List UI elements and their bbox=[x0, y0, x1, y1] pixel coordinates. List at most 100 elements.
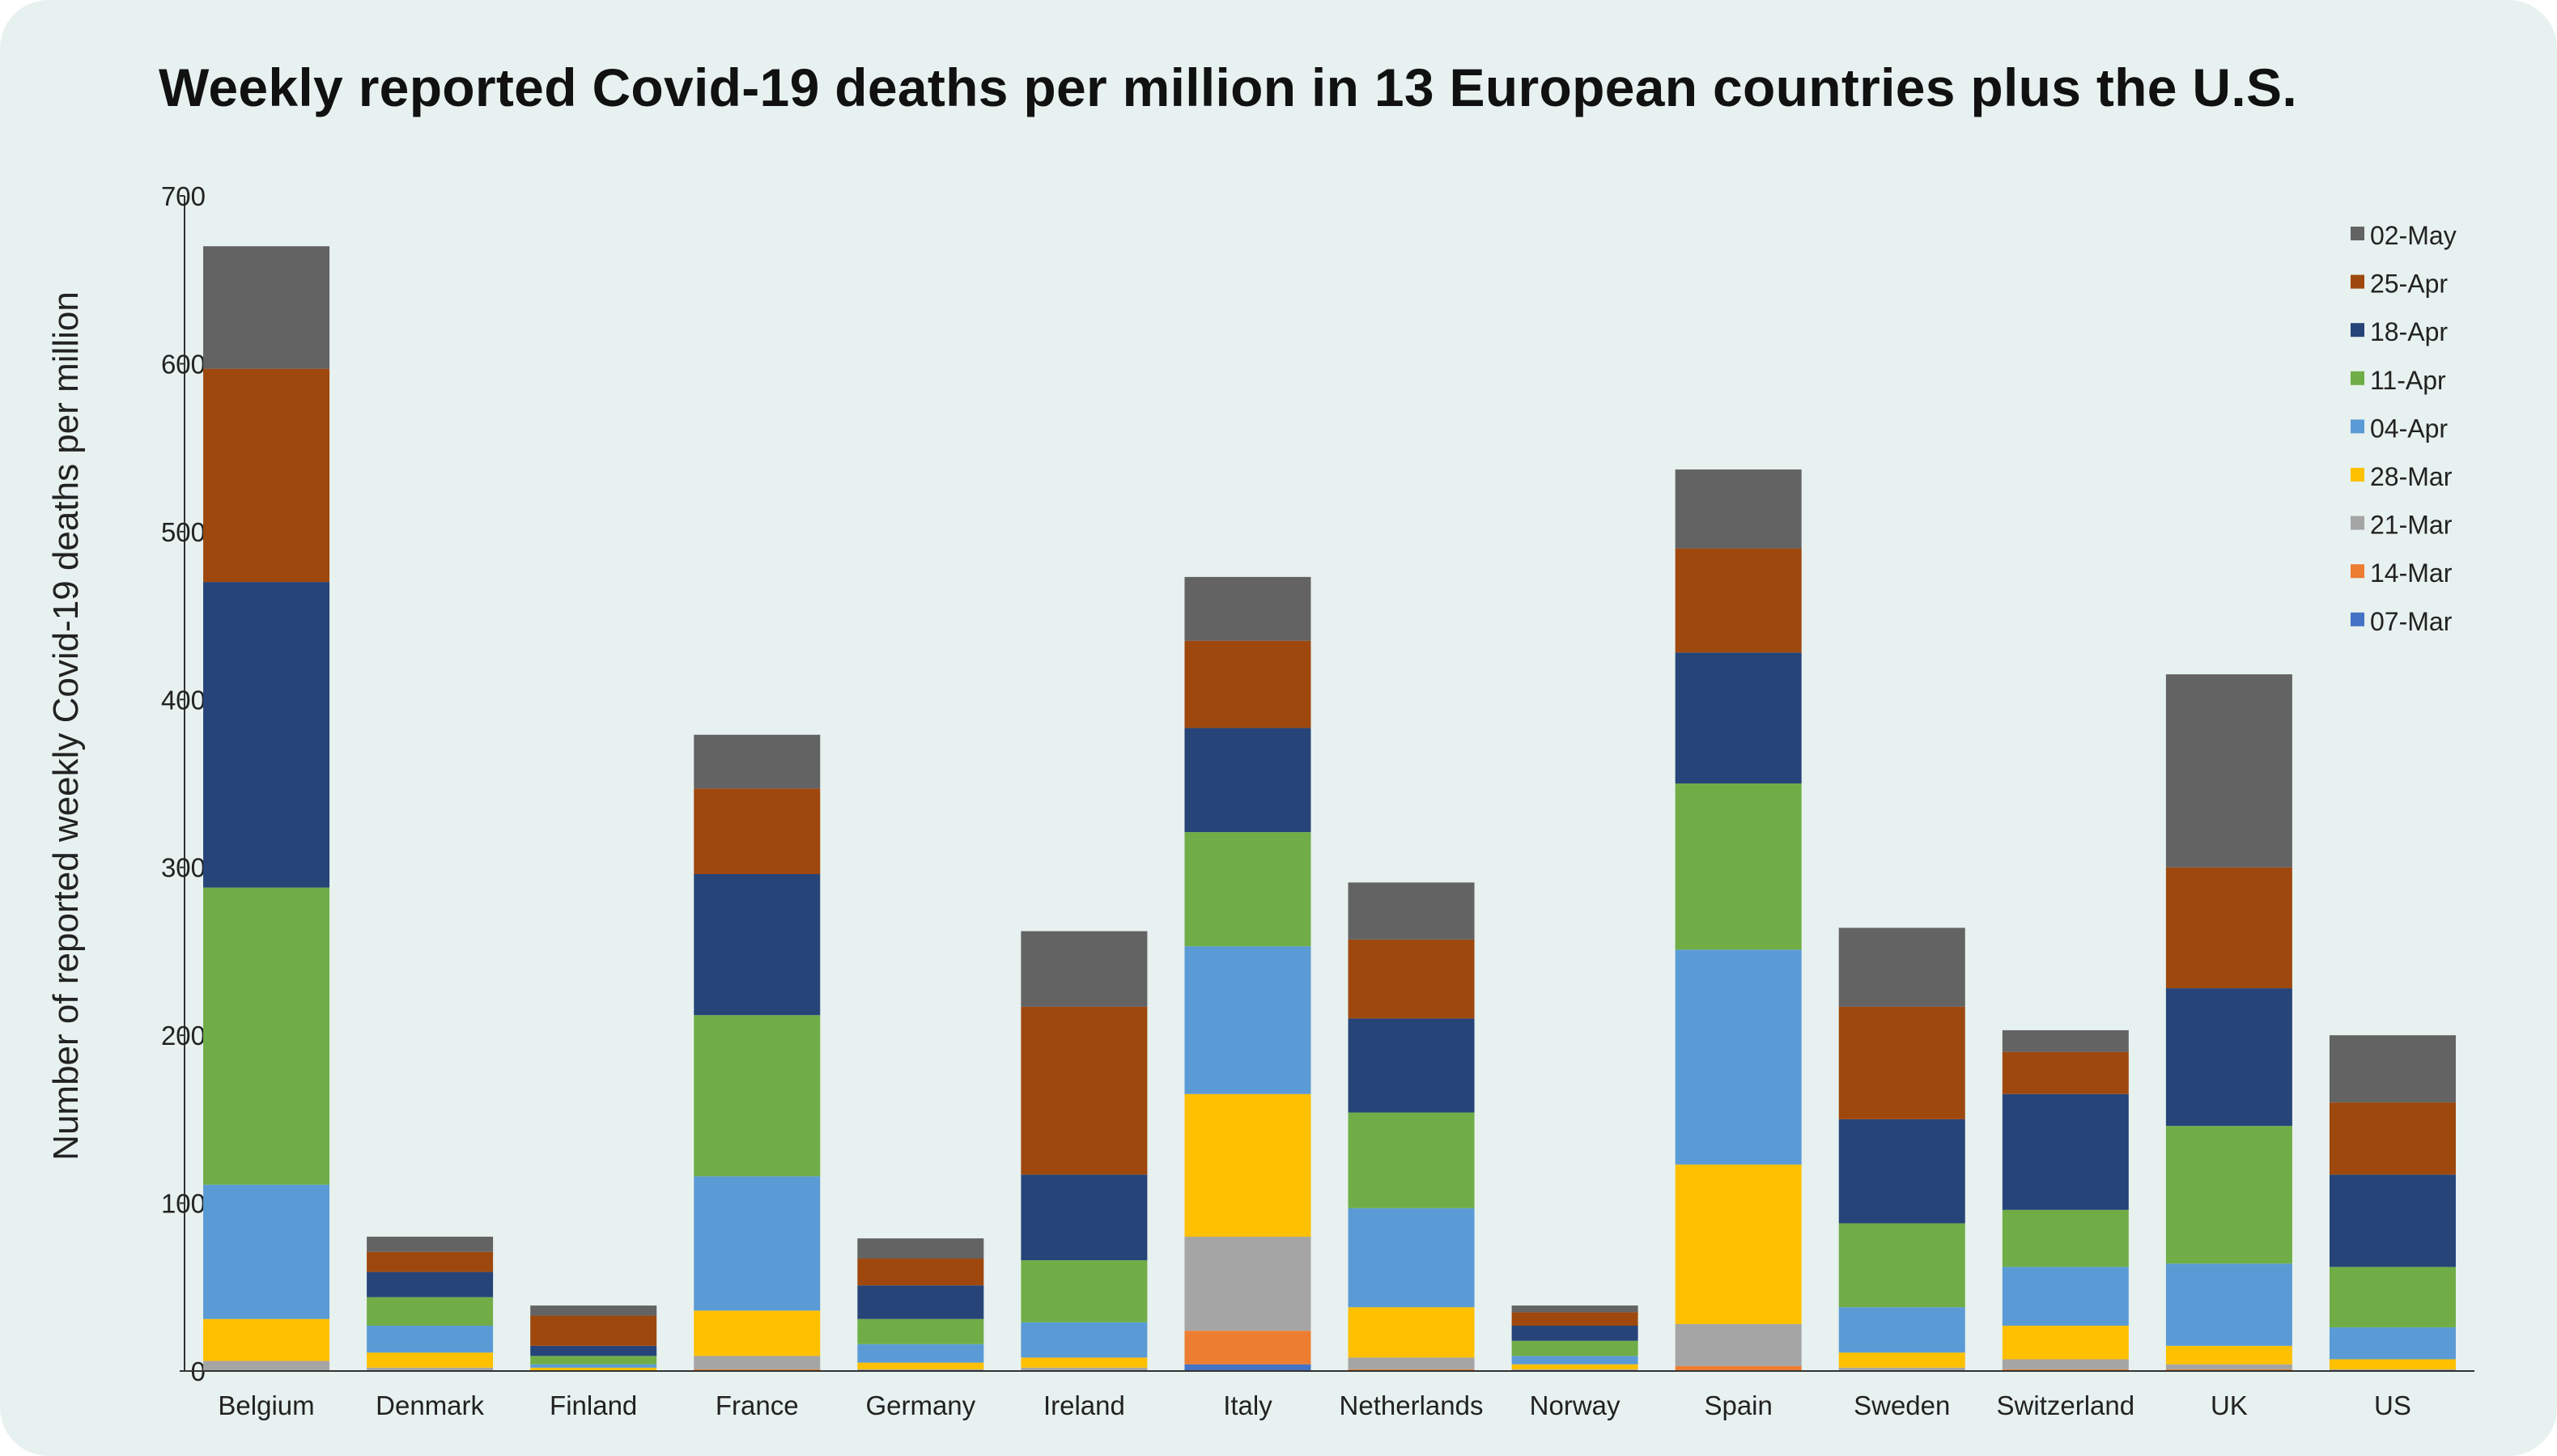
bar-segment bbox=[1675, 469, 1802, 549]
bar-segment bbox=[694, 1015, 821, 1177]
x-tick-label: France bbox=[716, 1390, 799, 1420]
bar-segment bbox=[203, 1184, 330, 1319]
bar-segment bbox=[2002, 1093, 2129, 1210]
bar-segment bbox=[2165, 1263, 2292, 1346]
legend-label: 02-May bbox=[2370, 221, 2457, 250]
bar-segment bbox=[1675, 652, 1802, 783]
legend-swatch bbox=[2351, 419, 2364, 434]
bar-segment bbox=[2329, 1369, 2456, 1371]
bar-segment bbox=[857, 1285, 984, 1319]
legend-label: 07-Mar bbox=[2370, 607, 2453, 636]
bar-segment bbox=[1021, 1367, 1148, 1371]
bar-segment bbox=[530, 1305, 657, 1316]
bar-segment bbox=[2002, 1325, 2129, 1360]
bar-segment bbox=[694, 1369, 821, 1371]
bar-segment bbox=[2165, 988, 2292, 1127]
bar-segment bbox=[1348, 1307, 1475, 1358]
bar-segment bbox=[2002, 1267, 2129, 1326]
legend-swatch bbox=[2351, 274, 2364, 289]
bar-segment bbox=[1675, 1365, 1802, 1371]
bar-segment bbox=[1348, 939, 1475, 1019]
bar-segment bbox=[1511, 1364, 1638, 1369]
bar-segment bbox=[1838, 1352, 1965, 1368]
bar-segment bbox=[530, 1364, 657, 1368]
bar-segment bbox=[2002, 1359, 2129, 1369]
bar-segment bbox=[2002, 1051, 2129, 1094]
bar-segment bbox=[694, 1356, 821, 1369]
legend-swatch bbox=[2351, 227, 2364, 240]
x-tick-label: Switzerland bbox=[1997, 1390, 2135, 1420]
bar-segment bbox=[367, 1237, 494, 1252]
bar-segment bbox=[1184, 1237, 1311, 1331]
bar-segment bbox=[2329, 1267, 2456, 1328]
bar-segment bbox=[530, 1315, 657, 1346]
bar-segment bbox=[2002, 1029, 2129, 1052]
bar-segment bbox=[1511, 1305, 1638, 1313]
x-axis: Belgium Denmark Finland France Germany Irelan… bbox=[185, 1370, 2474, 1420]
bar-segment bbox=[857, 1362, 984, 1369]
bar-segment bbox=[1511, 1369, 1638, 1371]
x-tick-label: Germany bbox=[865, 1390, 975, 1420]
x-tick-label: UK bbox=[2211, 1390, 2248, 1420]
legend-swatch bbox=[2351, 323, 2364, 337]
bar-segment bbox=[367, 1251, 494, 1272]
chart-title: Weekly reported Covid-19 deaths per mill… bbox=[159, 57, 2297, 117]
bar-segment bbox=[2165, 867, 2292, 989]
bar-segment bbox=[694, 1310, 821, 1356]
y-tick-label: 400 bbox=[161, 685, 206, 715]
x-tick-label: Netherlands bbox=[1340, 1390, 1484, 1420]
bar-segment bbox=[1511, 1325, 1638, 1341]
bar-segment bbox=[1184, 832, 1311, 947]
bar-segment bbox=[1184, 1331, 1311, 1365]
bar-segment bbox=[1838, 1223, 1965, 1308]
bar-segment bbox=[2165, 1364, 2292, 1369]
bar-segment bbox=[857, 1344, 984, 1363]
bar-segment bbox=[1675, 1164, 1802, 1324]
x-tick-label: Finland bbox=[550, 1390, 637, 1420]
bar-segment bbox=[367, 1325, 494, 1353]
bar-segment bbox=[1348, 882, 1475, 940]
bar-segment bbox=[2165, 1345, 2292, 1365]
legend: 02-May 25-Apr 18-Apr 11-Apr 04-Apr 28-Mar 21-M… bbox=[2351, 221, 2457, 636]
legend-label: 04-Apr bbox=[2370, 414, 2448, 443]
bar-segment bbox=[1021, 1322, 1148, 1358]
y-axis-label: Number of reported weekly Covid-19 death… bbox=[46, 291, 86, 1161]
legend-label: 28-Mar bbox=[2370, 462, 2453, 491]
bar-segment bbox=[857, 1369, 984, 1371]
x-tick-label: US bbox=[2374, 1390, 2411, 1420]
x-tick-label: Denmark bbox=[376, 1390, 484, 1420]
bar-segment bbox=[2002, 1209, 2129, 1267]
y-tick-label: 200 bbox=[161, 1021, 206, 1051]
legend-swatch bbox=[2351, 564, 2364, 579]
x-tick-label: Italy bbox=[1223, 1390, 1272, 1420]
x-tick-label: Ireland bbox=[1043, 1390, 1125, 1420]
legend-swatch bbox=[2351, 612, 2364, 626]
bar-segment bbox=[1838, 1119, 1965, 1224]
legend-swatch bbox=[2351, 371, 2364, 385]
bar-segment bbox=[857, 1238, 984, 1259]
bar-segment bbox=[1348, 1018, 1475, 1113]
bar-segment bbox=[1675, 548, 1802, 653]
bar-segment bbox=[1021, 1357, 1148, 1368]
bar-segment bbox=[1184, 576, 1311, 641]
bar-segment bbox=[203, 1318, 330, 1361]
bar-segment bbox=[857, 1259, 984, 1286]
legend-label: 25-Apr bbox=[2370, 270, 2448, 299]
bar-segment bbox=[1348, 1112, 1475, 1208]
bar-segment bbox=[2002, 1369, 2129, 1371]
bar-segment bbox=[2165, 674, 2292, 868]
bar-segment bbox=[2329, 1035, 2456, 1103]
bar-segment bbox=[530, 1367, 657, 1371]
bar-segment bbox=[203, 887, 330, 1185]
bar-segment bbox=[1511, 1312, 1638, 1326]
legend-swatch bbox=[2351, 516, 2364, 530]
bar-segment bbox=[694, 874, 821, 1016]
bar-segment bbox=[530, 1356, 657, 1365]
bar-segment bbox=[367, 1297, 494, 1326]
bar-segment bbox=[1021, 1260, 1148, 1322]
y-tick-label: 300 bbox=[161, 853, 206, 883]
legend-label: 21-Mar bbox=[2370, 511, 2453, 540]
legend-label: 18-Apr bbox=[2370, 317, 2448, 346]
bar-segment bbox=[694, 1176, 821, 1311]
